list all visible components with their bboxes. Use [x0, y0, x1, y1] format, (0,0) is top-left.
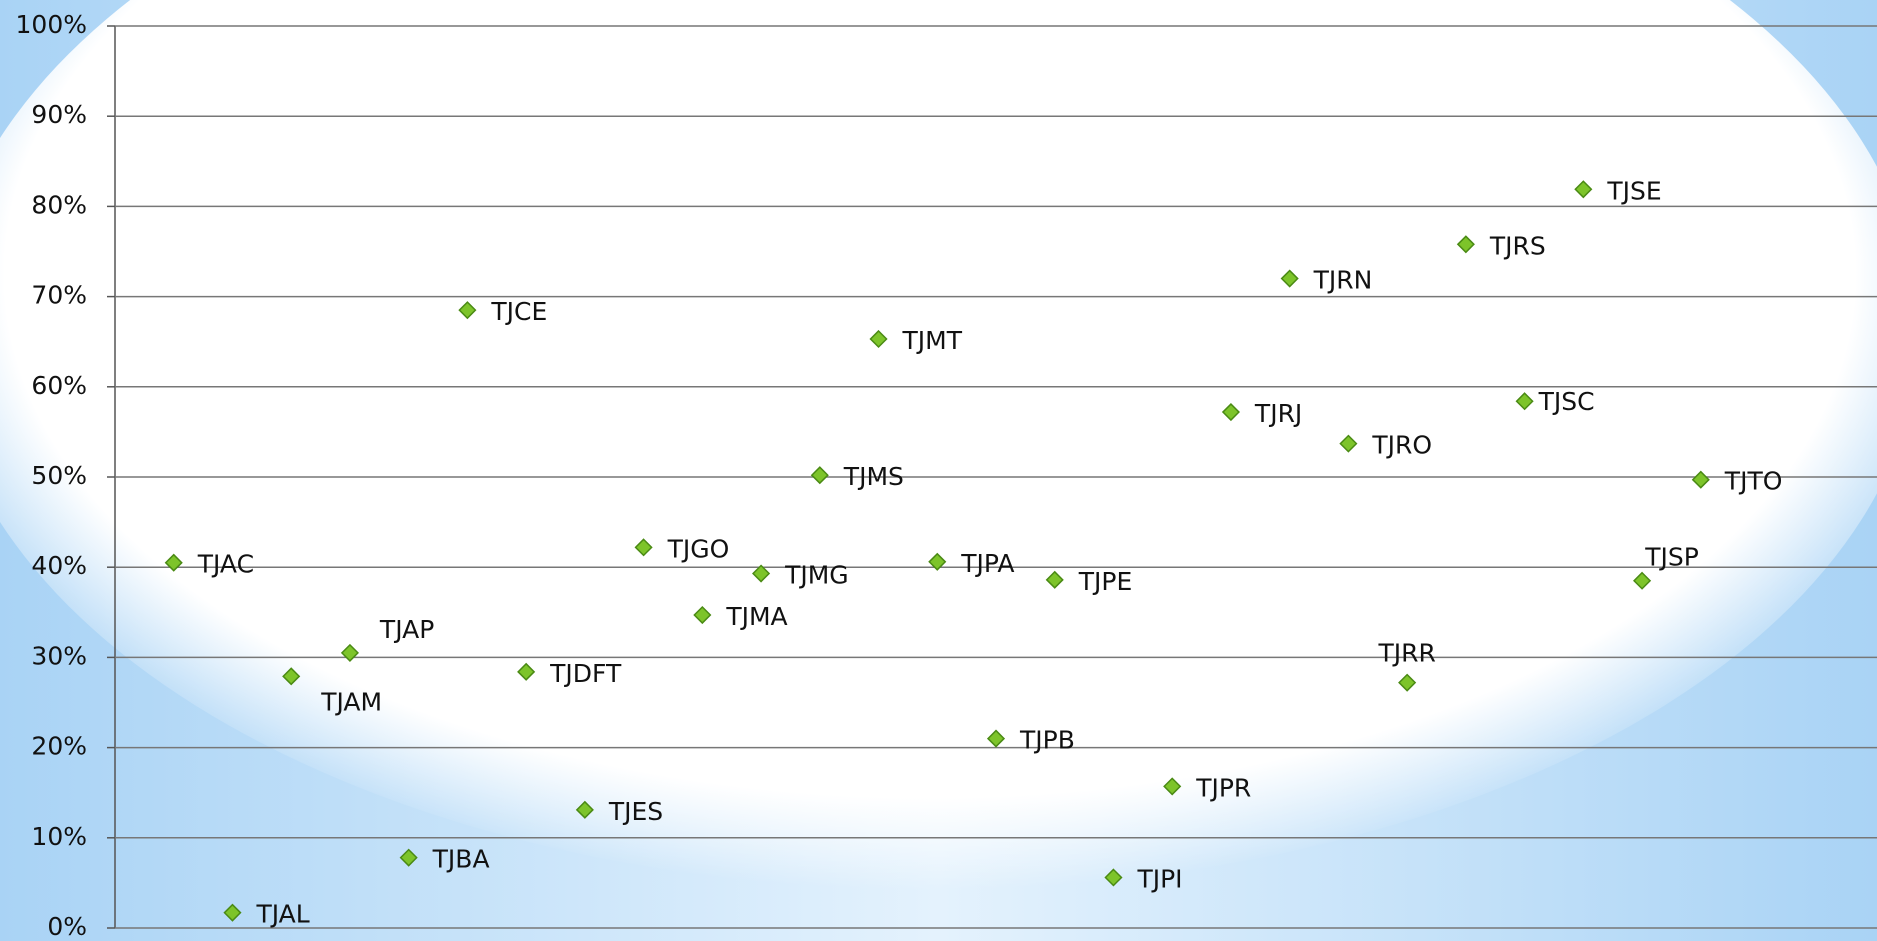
point-label: TJRO — [1371, 431, 1432, 460]
point — [986, 729, 1006, 748]
point — [869, 329, 888, 349]
point — [1574, 180, 1593, 199]
point — [399, 848, 418, 867]
point-label: TJSE — [1606, 176, 1661, 205]
point — [1163, 777, 1182, 796]
point — [1045, 570, 1064, 589]
point-label: TJAP — [379, 615, 434, 644]
point-label: TJAL — [255, 900, 309, 929]
point-label: TJGO — [667, 534, 730, 563]
point — [752, 564, 771, 583]
point — [693, 605, 712, 625]
point-label: TJPB — [1019, 726, 1075, 755]
point — [928, 552, 947, 571]
point — [1633, 571, 1652, 590]
point-label: TJAM — [320, 687, 382, 716]
point — [458, 301, 477, 320]
point — [1280, 269, 1299, 288]
point — [517, 662, 536, 681]
point — [1104, 868, 1123, 887]
y-tick-label: 0% — [47, 912, 87, 941]
point — [223, 903, 242, 922]
point-label: TJMA — [725, 602, 787, 631]
point-label: TJTO — [1724, 467, 1783, 496]
point — [1221, 402, 1240, 422]
point — [340, 643, 359, 662]
point-label: TJPA — [960, 549, 1014, 578]
y-tick-label: 70% — [31, 281, 87, 310]
y-tick-label: 40% — [31, 551, 87, 580]
y-tick-label: 80% — [31, 190, 87, 219]
y-tick-label: 30% — [31, 641, 87, 670]
point — [282, 667, 301, 686]
y-tick-label: 10% — [31, 822, 87, 851]
point — [575, 800, 594, 819]
point-label: TJRJ — [1254, 399, 1302, 428]
point — [1398, 673, 1417, 692]
background-ellipse — [0, 0, 1877, 890]
point-label: TJMS — [843, 462, 904, 491]
point-label: TJSC — [1538, 387, 1595, 416]
point — [634, 538, 653, 557]
y-tick-label: 50% — [31, 461, 87, 490]
point-label: TJPE — [1078, 567, 1133, 596]
point-label: TJAC — [197, 550, 254, 579]
point-label: TJRR — [1377, 639, 1435, 668]
point — [1339, 434, 1358, 453]
point — [810, 466, 829, 485]
y-tick-label: 20% — [31, 732, 87, 761]
point-label: TJPI — [1136, 864, 1182, 893]
point-label: TJMT — [902, 326, 963, 355]
point-label: TJES — [608, 797, 663, 826]
point-label: TJDFT — [549, 659, 622, 688]
point — [1456, 235, 1475, 254]
y-tick-label: 60% — [31, 371, 87, 400]
point-label: TJSP — [1644, 543, 1699, 572]
point-label: TJRS — [1489, 231, 1546, 260]
point-label: TJRN — [1313, 266, 1373, 295]
point-label: TJBA — [432, 845, 490, 874]
point — [1515, 392, 1534, 411]
point — [164, 553, 183, 572]
point-label: TJCE — [490, 297, 547, 326]
y-tick-label: 100% — [16, 10, 87, 39]
point — [1691, 470, 1710, 489]
point-label: TJMG — [784, 561, 849, 590]
y-tick-label: 90% — [31, 100, 87, 129]
point-label: TJPR — [1195, 773, 1251, 802]
